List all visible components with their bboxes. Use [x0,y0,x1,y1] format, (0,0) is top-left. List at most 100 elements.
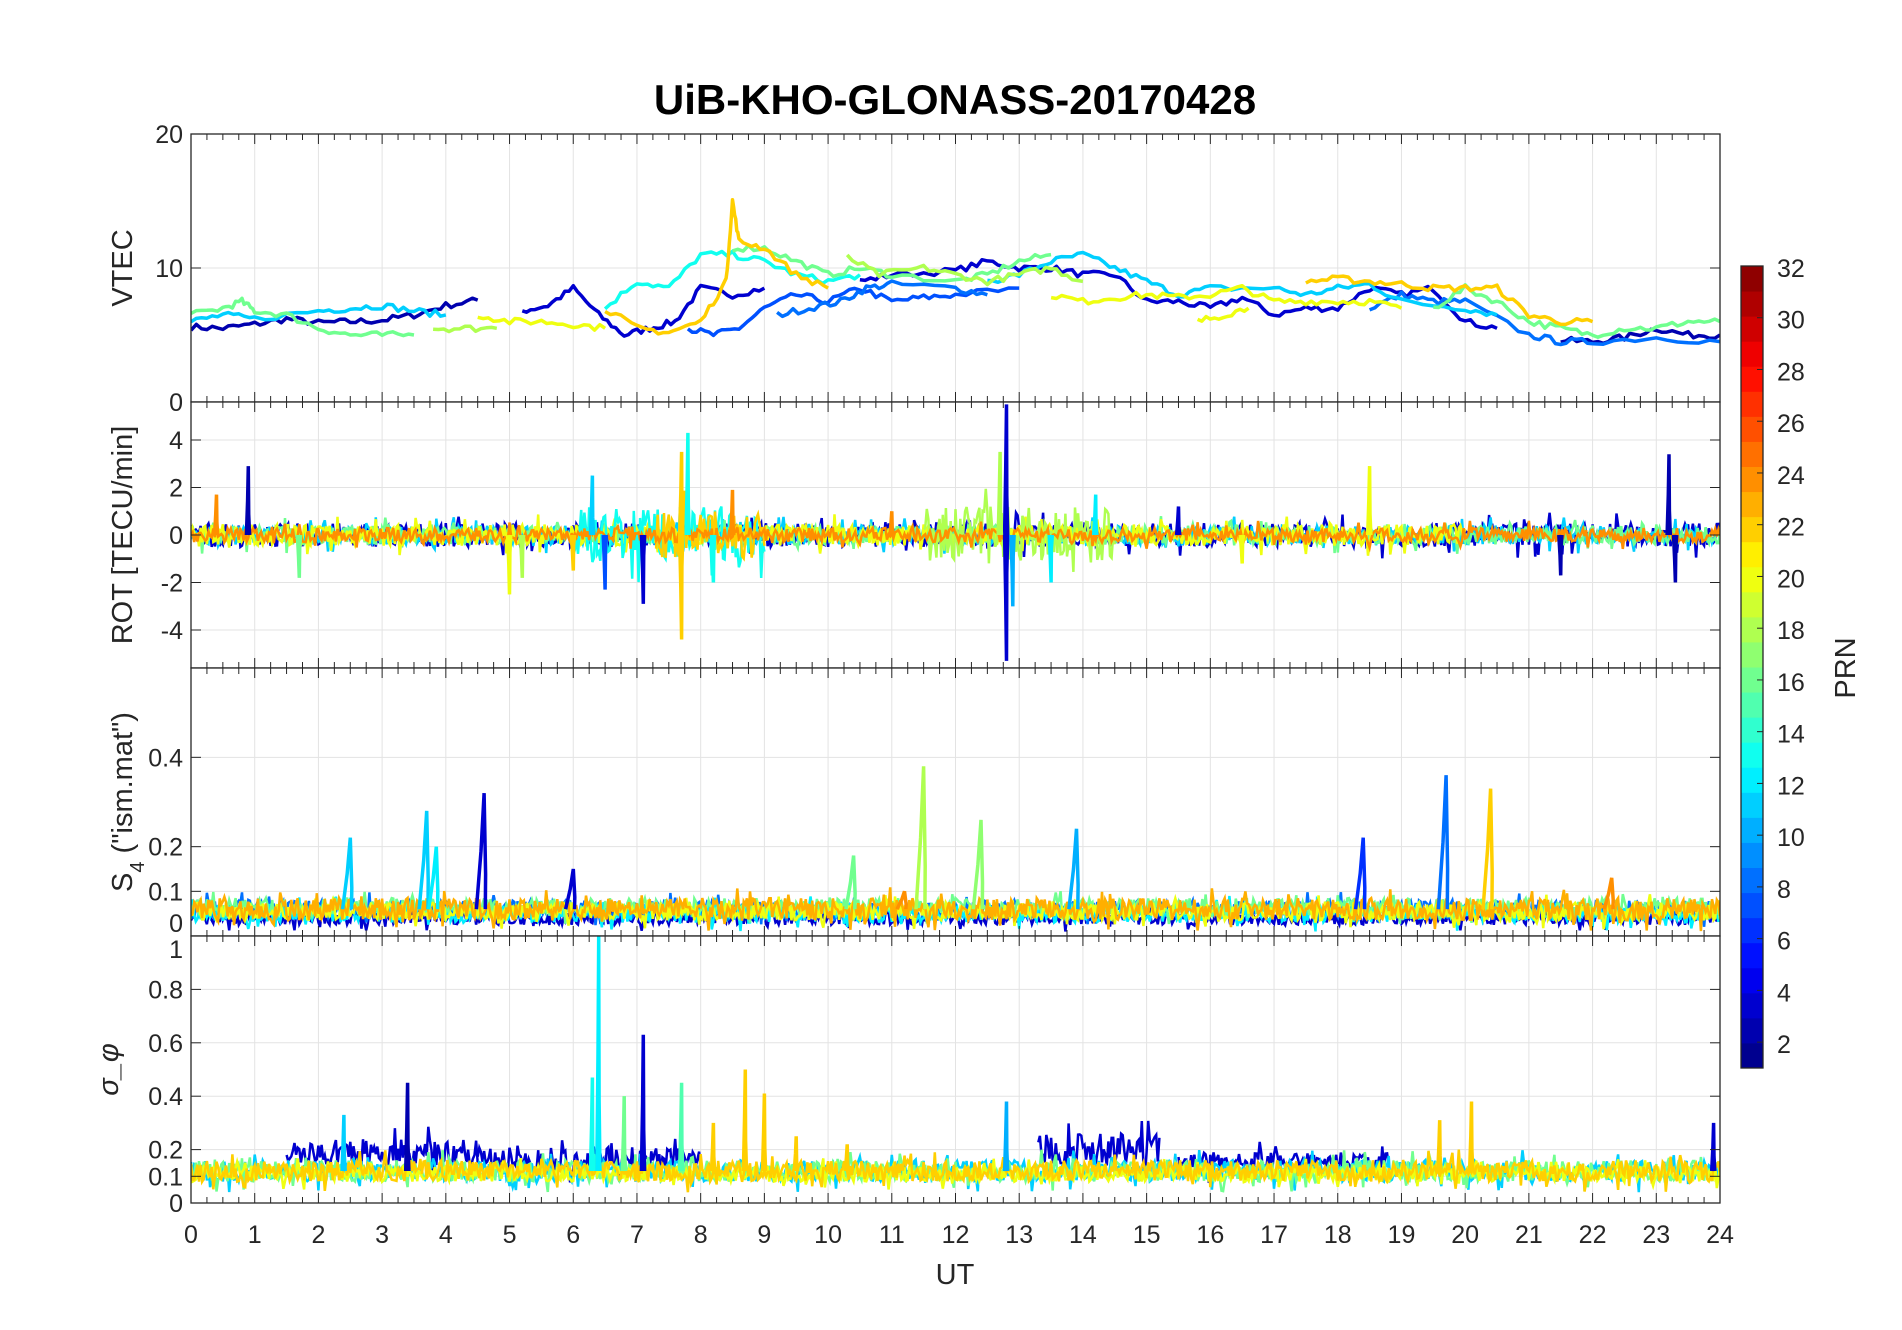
prn-24-trace [191,520,1720,553]
prn-18-line [845,253,1084,287]
x-tick-label: 14 [1069,1221,1097,1249]
colorbar-swatch [1741,667,1763,693]
x-tick-label: 19 [1388,1221,1416,1249]
prn-22-spike [741,1069,749,1172]
chart-title: UiB-KHO-GLONASS-20170428 [654,76,1256,123]
x-tick-label: 6 [566,1221,580,1249]
y-axis-label: S4 ("ism.mat") [107,712,149,892]
colorbar-swatch [1741,341,1763,367]
prn-12-spike [1091,494,1099,536]
x-tick-label: 13 [1005,1221,1033,1249]
prn-3-spike [1709,1122,1717,1172]
colorbar-frame [1740,265,1764,1069]
y-tick-label: 0 [169,389,183,417]
x-tick-label: 22 [1579,1221,1607,1249]
data-layer [191,198,1720,347]
prn-12-spike [426,846,440,910]
prn-3-line [859,257,1498,330]
colorbar-swatch [1741,942,1763,969]
colorbar-swatch [1741,266,1763,292]
colorbar-swatch [1741,441,1763,467]
colorbar-swatch [1741,316,1763,342]
colorbar-swatch [1741,391,1763,417]
prn-2-spike [1665,454,1673,536]
x-tick-label: 10 [814,1221,842,1249]
prn-13-spike [709,534,717,583]
prn-3-spike [1002,404,1010,536]
prn-22-spike [677,534,685,640]
prn-11-line [987,250,1498,318]
panel-vtec: 0 10 20 VTEC [107,121,1721,417]
colorbar-tick-label: 24 [1777,462,1805,490]
colorbar-tick-label: 12 [1777,772,1805,800]
prn-11-spike [417,810,430,910]
colorbar-tick-label: 16 [1777,669,1805,697]
x-tick-label: 8 [694,1221,708,1249]
x-tick-label: 16 [1196,1221,1224,1249]
prn-16-spike [844,855,857,910]
prn-12-spike [1047,534,1055,583]
y-axis-label: VTEC [107,229,139,306]
colorbar-tick-label: 18 [1777,617,1805,645]
prn-13-trace [572,506,766,583]
prn-11-line [191,302,447,324]
x-tick-label: 15 [1133,1221,1161,1249]
colorbar-tick-label: 32 [1777,255,1805,283]
prn-13-spike [684,432,691,536]
y-tick-label: 0.8 [148,976,183,1004]
colorbar-swatch [1741,992,1763,1019]
colorbar-swatch [1741,792,1763,818]
y-axis-label-sub: 4 [127,862,149,873]
x-tick-label: 7 [630,1221,644,1249]
colorbar-swatch [1741,692,1763,718]
panel-s4: 00.10.20.4S4 ("ism.mat") [107,667,1721,938]
prn-22-line [1305,274,1594,327]
prn-3-spike [1002,534,1010,661]
prn-20-line [477,315,607,332]
prn-22-spike [677,451,685,536]
y-tick-label: 20 [155,121,183,149]
prn-22-spike [1467,1101,1475,1172]
prn-24-spike [728,489,736,536]
prn-22-spike [792,1136,800,1172]
x-tick-label: 17 [1260,1221,1288,1249]
prn-12-spike [595,936,602,1172]
colorbar-tick-label: 20 [1777,565,1805,593]
data-layer [191,766,1720,932]
prn-7-spike [601,534,609,590]
colorbar-swatch [1741,416,1763,442]
colorbar-tick-label: 28 [1777,358,1805,386]
y-tick-label: 2 [169,475,183,503]
prn-13-spike [588,1077,596,1172]
x-tick-label: 20 [1451,1221,1479,1249]
prn-10-spike [1002,1101,1010,1172]
prn-8-line [776,279,988,319]
prn-2-spike [1671,534,1679,583]
x-tick-label: 18 [1324,1221,1352,1249]
prn-18-spike [996,451,1004,536]
y-axis-label: ROT [TECU/min] [107,426,139,645]
y-tick-label: 0.1 [148,1163,183,1191]
y-tick-label: 0.2 [148,834,183,862]
prn-3-trace [1037,1120,1161,1176]
prn-3-line [521,283,766,338]
prn-6-spike [1353,837,1367,910]
x-tick-label: 3 [375,1221,389,1249]
x-tick-label: 12 [942,1221,970,1249]
x-tick-label: 4 [439,1221,453,1249]
y-axis-label: σ_φ [93,1043,125,1096]
prn-16-line [1433,283,1720,339]
x-tick-label: 9 [757,1221,771,1249]
colorbar-tick-label: 22 [1777,514,1805,542]
data-layer [191,404,1720,661]
x-tick-label: 1 [248,1221,262,1249]
prn-22-line [604,198,829,336]
prn-20-line [1050,283,1403,310]
x-tick-label: 0 [184,1221,198,1249]
data-layer [191,936,1720,1193]
y-tick-label: 0.4 [148,1083,183,1111]
x-axis-label: UT [936,1259,975,1291]
colorbar-swatch [1741,641,1763,668]
prn-11-spike [340,837,354,910]
